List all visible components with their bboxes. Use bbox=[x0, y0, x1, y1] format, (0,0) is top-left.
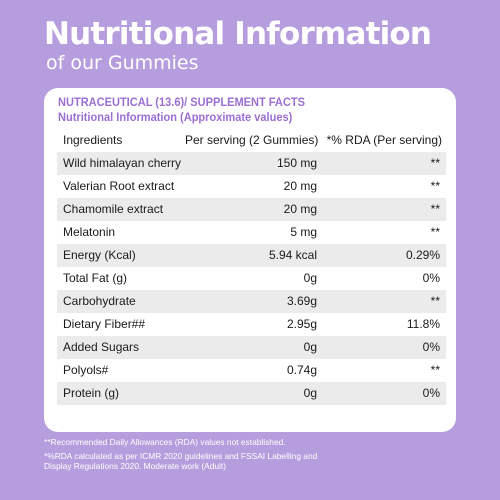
page-title: Nutritional Information bbox=[44, 16, 432, 52]
table-row: Melatonin 5 mg ** bbox=[57, 221, 446, 244]
table-row: Carbohydrate 3.69g ** bbox=[57, 290, 446, 313]
supplement-facts-title: NUTRACEUTICAL (13.6)/ SUPPLEMENT FACTS bbox=[58, 95, 305, 109]
nutrition-table: Ingredients Per serving (2 Gummies) *% R… bbox=[57, 129, 446, 405]
table-row: Wild himalayan cherry 150 mg ** bbox=[57, 152, 446, 175]
table-row: Total Fat (g) 0g 0% bbox=[57, 267, 446, 290]
table-row: Valerian Root extract 20 mg ** bbox=[57, 175, 446, 198]
ingredient-rda: 0.29% bbox=[405, 248, 440, 262]
ingredient-name: Melatonin bbox=[63, 225, 116, 239]
ingredient-amount: 0g bbox=[303, 271, 317, 285]
ingredient-name: Protein (g) bbox=[63, 386, 120, 400]
ingredient-amount: 150 mg bbox=[276, 156, 317, 170]
header-per-serving: Per serving (2 Gummies) bbox=[185, 133, 319, 147]
ingredient-amount: 0.74g bbox=[286, 363, 317, 377]
ingredient-rda: 0% bbox=[422, 271, 440, 285]
ingredient-name: Valerian Root extract bbox=[63, 179, 175, 193]
ingredient-name: Carbohydrate bbox=[63, 294, 136, 308]
header-ingredients: Ingredients bbox=[63, 133, 123, 147]
supplement-facts-card: NUTRACEUTICAL (13.6)/ SUPPLEMENT FACTS N… bbox=[44, 88, 456, 432]
ingredient-amount: 0g bbox=[303, 340, 317, 354]
ingredient-rda: ** bbox=[430, 202, 440, 216]
ingredient-rda: 11.8% bbox=[406, 317, 440, 331]
header-rda: *% RDA (Per serving) bbox=[326, 133, 442, 147]
ingredient-amount: 2.95g bbox=[286, 317, 317, 331]
ingredient-name: Wild himalayan cherry bbox=[63, 156, 182, 170]
ingredient-rda: 0% bbox=[422, 386, 440, 400]
ingredient-rda: ** bbox=[430, 363, 440, 377]
ingredient-amount: 3.69g bbox=[286, 294, 317, 308]
table-row: Dietary Fiber## 2.95g 11.8% bbox=[57, 313, 446, 336]
ingredient-rda: ** bbox=[430, 294, 440, 308]
table-row: Polyols# 0.74g ** bbox=[57, 359, 446, 382]
ingredient-amount: 5.94 kcal bbox=[268, 248, 317, 262]
table-row: Added Sugars 0g 0% bbox=[57, 336, 446, 359]
ingredient-name: Added Sugars bbox=[63, 340, 140, 354]
ingredient-name: Dietary Fiber## bbox=[63, 317, 146, 331]
ingredient-amount: 0g bbox=[303, 386, 317, 400]
ingredient-amount: 20 mg bbox=[283, 179, 317, 193]
table-row: Chamomile extract 20 mg ** bbox=[57, 198, 446, 221]
card-heading: NUTRACEUTICAL (13.6)/ SUPPLEMENT FACTS N… bbox=[58, 95, 326, 125]
ingredient-rda: 0% bbox=[422, 340, 440, 354]
nutritional-info-subtitle: Nutritional Information (Approximate val… bbox=[58, 110, 293, 124]
ingredient-name: Chamomile extract bbox=[63, 202, 164, 216]
table-row: Protein (g) 0g 0% bbox=[57, 382, 446, 405]
page-subtitle: of our Gummies bbox=[46, 52, 199, 74]
ingredient-rda: ** bbox=[430, 156, 440, 170]
ingredient-amount: 20 mg bbox=[283, 202, 317, 216]
footnote-rda-not-established: **Recommended Daily Allowances (RDA) val… bbox=[44, 437, 286, 447]
ingredient-name: Total Fat (g) bbox=[63, 271, 128, 285]
ingredient-rda: ** bbox=[430, 225, 440, 239]
ingredient-name: Polyols# bbox=[63, 363, 109, 377]
ingredient-rda: ** bbox=[430, 179, 440, 193]
footnote-rda-calculation: *%RDA calculated as per ICMR 2020 guidel… bbox=[44, 451, 318, 471]
ingredient-name: Energy (Kcal) bbox=[63, 248, 136, 262]
table-header-row: Ingredients Per serving (2 Gummies) *% R… bbox=[57, 129, 446, 152]
ingredient-amount: 5 mg bbox=[290, 225, 317, 239]
table-row: Energy (Kcal) 5.94 kcal 0.29% bbox=[57, 244, 446, 267]
